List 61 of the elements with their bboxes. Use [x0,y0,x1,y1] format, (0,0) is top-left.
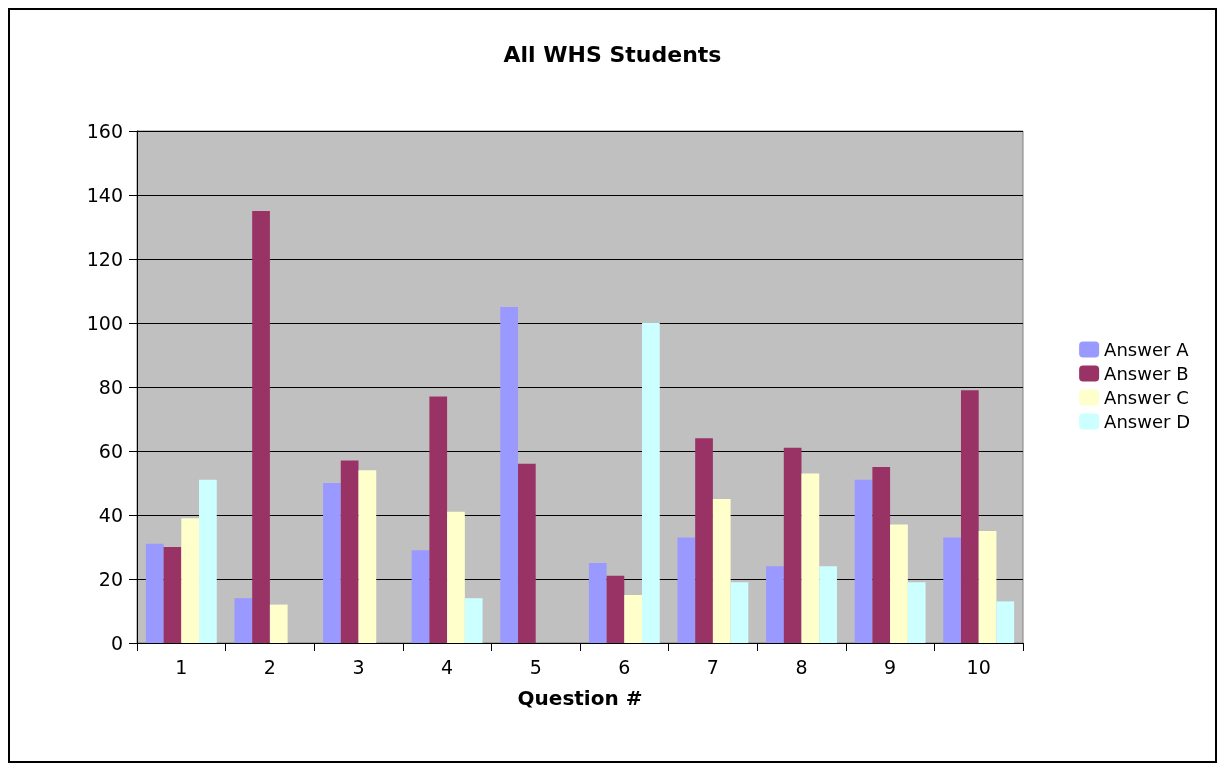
x-tick-label: 4 [441,655,454,678]
x-tick-label: 3 [352,655,365,678]
bar [801,473,820,643]
bar [606,575,625,643]
bar [890,524,908,643]
legend-label: Answer D [1104,411,1191,432]
x-tick-label: 7 [706,655,719,678]
bar [624,595,643,643]
x-tick-label: 2 [263,655,276,678]
bar [517,463,536,643]
bar [252,211,270,643]
bar [181,518,200,643]
x-tick-label: 9 [884,655,897,678]
bar [340,460,359,643]
bar [323,483,341,643]
bar [766,566,784,643]
legend-label: Answer B [1104,363,1189,384]
bar [447,511,465,643]
bar [429,396,448,643]
y-tick-label: 160 [86,120,123,142]
bar [677,537,696,643]
y-tick-label: 20 [98,568,123,590]
y-tick-label: 120 [86,248,123,270]
bar [358,470,377,643]
bar [907,582,926,643]
bar [783,447,802,643]
bar [464,598,483,643]
bar [695,438,713,643]
bar [819,566,837,643]
chart-title: All WHS Students [503,41,722,67]
legend-label: Answer C [1104,387,1189,408]
y-tick-label: 80 [98,376,123,398]
bar [730,582,749,643]
bar [943,537,961,643]
x-tick-label: 6 [618,655,631,678]
x-tick-label: 1 [175,655,188,678]
x-tick-label: 8 [795,655,808,678]
y-tick-label: 100 [86,312,123,334]
legend-label: Answer A [1104,339,1190,360]
bar [269,604,288,643]
x-axis-title: Question # [517,686,643,710]
bar [145,543,164,643]
bar [712,499,731,643]
y-tick-label: 140 [86,184,123,206]
bar [234,598,253,643]
bar [163,547,182,643]
bar [854,479,873,643]
y-tick-label: 60 [98,440,123,462]
bar [642,323,660,643]
y-tick-label: 40 [98,504,123,526]
x-tick-label: 5 [529,655,542,678]
bar [411,550,430,643]
x-tick-label: 10 [966,655,991,678]
bar [872,467,891,643]
bar [199,479,217,643]
bar [960,390,979,643]
bar [996,601,1015,643]
bar [500,307,518,643]
bar [588,563,607,643]
y-tick-label: 0 [110,632,123,654]
bar [978,531,997,643]
